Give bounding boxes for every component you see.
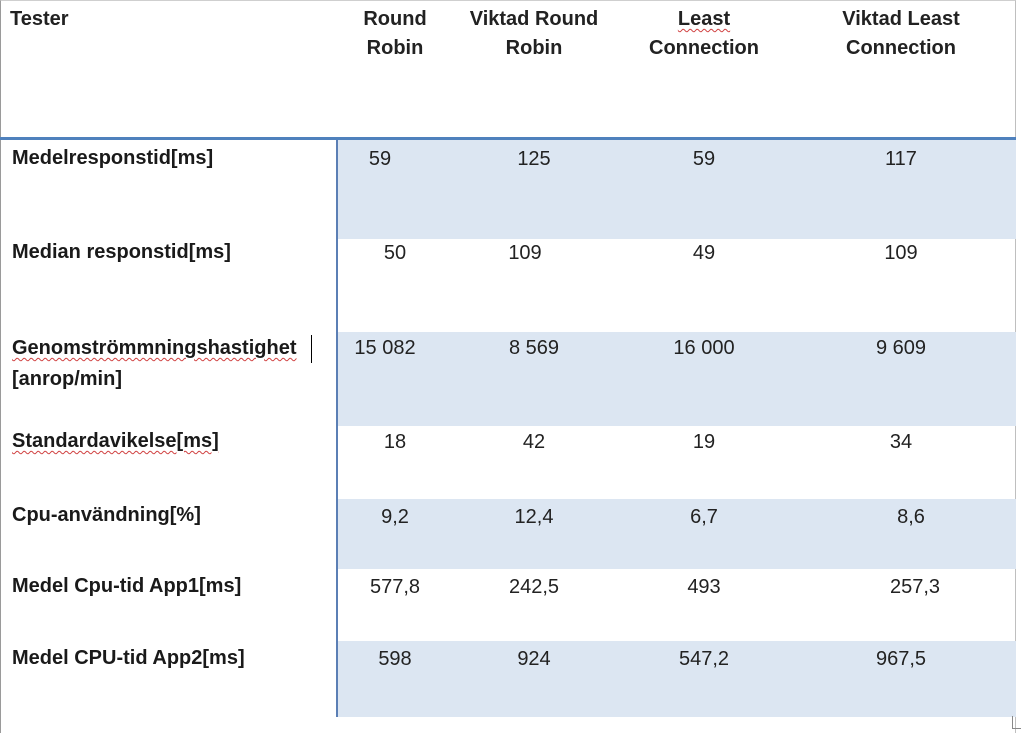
resize-handle[interactable] — [1012, 716, 1021, 729]
header-line: Round — [363, 8, 427, 30]
header-line: Connection — [846, 37, 956, 59]
table-cell: 125 — [517, 148, 551, 170]
header-round-robin: Round Robin — [320, 5, 470, 63]
table-cell: 42 — [522, 431, 546, 453]
column-divider — [336, 140, 338, 717]
table-cell: 9,2 — [381, 506, 409, 528]
table-cell: 18 — [383, 431, 407, 453]
row-label: Genomströmmningshastighet [anrop/min] — [12, 333, 296, 395]
row-band — [338, 140, 1016, 239]
row-label: Cpu-användning[%] — [12, 504, 201, 526]
row-label-line: Genomströmmningshastighet — [12, 337, 297, 359]
text-cursor — [311, 335, 312, 363]
row-label: Medelresponstid[ms] — [12, 147, 214, 169]
table-cell: 6,7 — [690, 506, 718, 528]
table-cell: 15 082 — [354, 337, 416, 359]
table-cell: 117 — [885, 148, 917, 170]
row-label: Medel Cpu-tid App1[ms] — [12, 575, 242, 597]
table-cell: 109 — [508, 242, 542, 264]
table-cell: 9 609 — [875, 337, 927, 359]
table-cell: 49 — [692, 242, 716, 264]
table-cell: 34 — [889, 431, 913, 453]
table-cell: 493 — [687, 576, 721, 598]
header-line: Least — [677, 8, 731, 30]
table-cell: 924 — [517, 648, 551, 670]
row-label: Standardavikelse[ms] — [12, 430, 219, 452]
header-line: Viktad Least — [842, 8, 960, 30]
table-cell: 257,3 — [889, 576, 941, 598]
table-cell: 967,5 — [875, 648, 927, 670]
header-tester: Tester — [10, 8, 69, 30]
header-least-connection: Least Connection — [629, 5, 779, 63]
table-cell: 109 — [884, 242, 918, 264]
row-label: Medel CPU-tid App2[ms] — [12, 647, 245, 669]
table-cell: 16 000 — [673, 337, 735, 359]
row-band — [338, 641, 1016, 717]
row-label-line: [anrop/min] — [12, 368, 122, 390]
table-cell: 59 — [692, 148, 716, 170]
header-line: Robin — [366, 37, 424, 59]
header-rule — [0, 137, 1016, 140]
row-band — [338, 332, 1016, 426]
header-line: Viktad Round — [469, 8, 599, 30]
table-cell: 8 569 — [508, 337, 560, 359]
table-cell: 19 — [692, 431, 716, 453]
table-cell: 577,8 — [369, 576, 421, 598]
table-cell: 12,4 — [514, 506, 554, 528]
header-weighted-least-connection: Viktad Least Connection — [816, 5, 986, 63]
row-band — [338, 499, 1016, 569]
table-cell: 547,2 — [678, 648, 730, 670]
header-line: Robin — [505, 37, 563, 59]
header-line: Connection — [649, 37, 759, 59]
table-cell: 242,5 — [508, 576, 560, 598]
table-cell: 50 — [383, 242, 407, 264]
table-cell: 598 — [378, 648, 412, 670]
table-cell: 59 — [368, 148, 392, 170]
header-weighted-round-robin: Viktad Round Robin — [449, 5, 619, 63]
row-label: Median responstid[ms] — [12, 241, 231, 263]
table-cell: 8,6 — [897, 506, 925, 528]
